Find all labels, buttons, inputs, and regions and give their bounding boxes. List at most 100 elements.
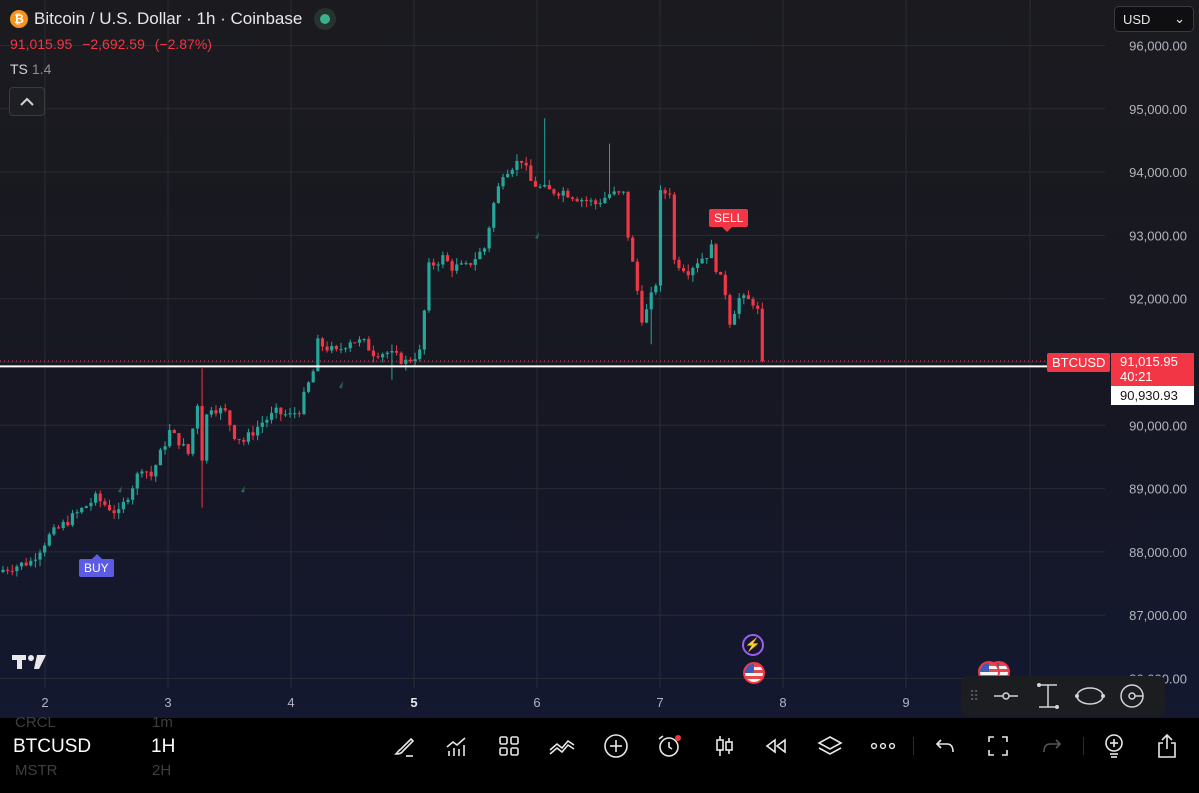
y-axis-tick-label: 96,000.00 <box>1129 39 1187 54</box>
candle-body <box>1 569 5 573</box>
indicator-chart-icon[interactable] <box>441 731 471 761</box>
lightning-event-icon[interactable]: ⚡ <box>742 634 764 656</box>
candle-body <box>103 501 107 505</box>
candle-body <box>293 413 297 415</box>
candle-body <box>348 342 352 349</box>
x-axis-tick-label: 9 <box>902 695 909 710</box>
candle-body <box>89 502 93 507</box>
candle-body <box>575 198 579 202</box>
candles-icon[interactable] <box>709 731 739 761</box>
candle-body <box>695 263 700 269</box>
candle-body <box>288 413 292 415</box>
candle-body <box>682 268 686 272</box>
candle-body <box>478 251 482 260</box>
candle-body <box>200 405 204 461</box>
candle-body <box>455 264 459 271</box>
ellipse-tool-icon[interactable] <box>1073 679 1107 713</box>
magnet-tool-icon[interactable] <box>1115 679 1149 713</box>
price-range-tool-icon[interactable] <box>1031 679 1065 713</box>
candle-body <box>464 263 468 265</box>
candle-body <box>756 305 760 309</box>
chart-area[interactable]: 96,000.00 95,000.00 94,000.00 93,000.00 92,0… <box>0 0 1199 718</box>
candle-body <box>760 308 764 361</box>
candle-body <box>686 271 690 276</box>
candle-body <box>219 408 223 414</box>
candle-body <box>186 444 190 454</box>
candle-body <box>561 190 565 196</box>
undo-icon[interactable] <box>930 731 960 761</box>
candle-body <box>61 521 65 529</box>
candle-body <box>311 371 315 383</box>
candle-body <box>603 197 607 204</box>
compare-icon[interactable] <box>547 731 577 761</box>
candle-body <box>84 506 88 508</box>
candle-body <box>649 292 653 310</box>
currency-value: USD <box>1123 11 1151 27</box>
currency-select[interactable]: USD ⌄ <box>1114 6 1194 32</box>
last-price-tag: 91,015.95 40:21 <box>1111 353 1194 387</box>
plus-icon[interactable] <box>601 731 631 761</box>
last-price-tag-value: 91,015.95 <box>1120 354 1178 369</box>
candle-body <box>181 444 186 446</box>
candle-body <box>158 449 163 466</box>
y-axis-tick-label: 88,000.00 <box>1129 545 1187 560</box>
more-icon[interactable] <box>868 731 898 761</box>
price-chart[interactable]: 96,000.00 95,000.00 94,000.00 93,000.00 92,0… <box>0 0 1199 718</box>
candle-body <box>232 425 237 440</box>
candle-body <box>177 433 181 446</box>
timeframe-selector[interactable]: 1H <box>151 736 176 757</box>
candle-body <box>506 173 510 178</box>
candle-body <box>29 560 33 566</box>
us-flag-event-icon[interactable] <box>743 662 765 684</box>
candle-body <box>131 488 135 500</box>
candle-body <box>413 359 417 362</box>
candle-body <box>274 407 278 413</box>
candle-body <box>256 426 260 436</box>
candle-body <box>394 350 399 353</box>
candle-body <box>677 259 681 269</box>
candle-body <box>598 203 602 205</box>
symbol-header[interactable]: ₿ Bitcoin / U.S. Dollar · 1h · Coinbase <box>10 8 337 30</box>
fullscreen-icon[interactable] <box>983 731 1013 761</box>
horizontal-ray-tool-icon[interactable] <box>989 679 1023 713</box>
candle-body <box>635 261 639 291</box>
idea-icon[interactable] <box>1099 731 1129 761</box>
candle-body <box>112 510 116 514</box>
bar-countdown: 40:21 <box>1120 369 1153 384</box>
price-change-abs: −2,692.59 <box>82 36 145 52</box>
candle-body <box>316 338 320 372</box>
candle-body <box>70 513 75 526</box>
indicator-name: TS <box>10 61 28 77</box>
candle-body <box>570 197 575 199</box>
indicator-legend[interactable]: TS 1.4 <box>10 61 51 77</box>
x-axis-tick-label: 2 <box>41 695 48 710</box>
buy-signal[interactable]: BUY <box>79 554 114 577</box>
candle-body <box>260 422 264 427</box>
grid-layout-icon[interactable] <box>494 731 524 761</box>
candle-body <box>492 203 496 228</box>
alert-clock-icon[interactable] <box>654 731 684 761</box>
chevron-down-icon: ⌄ <box>1174 11 1185 26</box>
candle-body <box>75 512 79 514</box>
share-icon[interactable] <box>1152 731 1182 761</box>
candle-body <box>566 190 570 198</box>
brush-icon[interactable] <box>389 731 419 761</box>
candle-body <box>621 191 626 193</box>
candle-body <box>459 263 463 265</box>
collapse-legend-button[interactable] <box>9 87 45 116</box>
indicator-value: 1.4 <box>31 61 52 77</box>
symbol-selector[interactable]: BTCUSD <box>13 736 92 757</box>
candle-body <box>320 338 325 347</box>
redo-icon[interactable] <box>1037 731 1067 761</box>
sell-signal[interactable]: SELL <box>709 209 749 232</box>
drag-handle-icon[interactable]: ⠿ <box>969 687 980 704</box>
layers-icon[interactable] <box>815 731 845 761</box>
candle-body <box>751 299 755 306</box>
candle-body <box>10 570 14 572</box>
candle-body <box>251 432 255 436</box>
candle-body <box>47 534 51 546</box>
replay-icon[interactable] <box>761 731 791 761</box>
candle-body <box>746 295 751 300</box>
candle-body <box>557 193 561 196</box>
candle-body <box>15 566 19 572</box>
